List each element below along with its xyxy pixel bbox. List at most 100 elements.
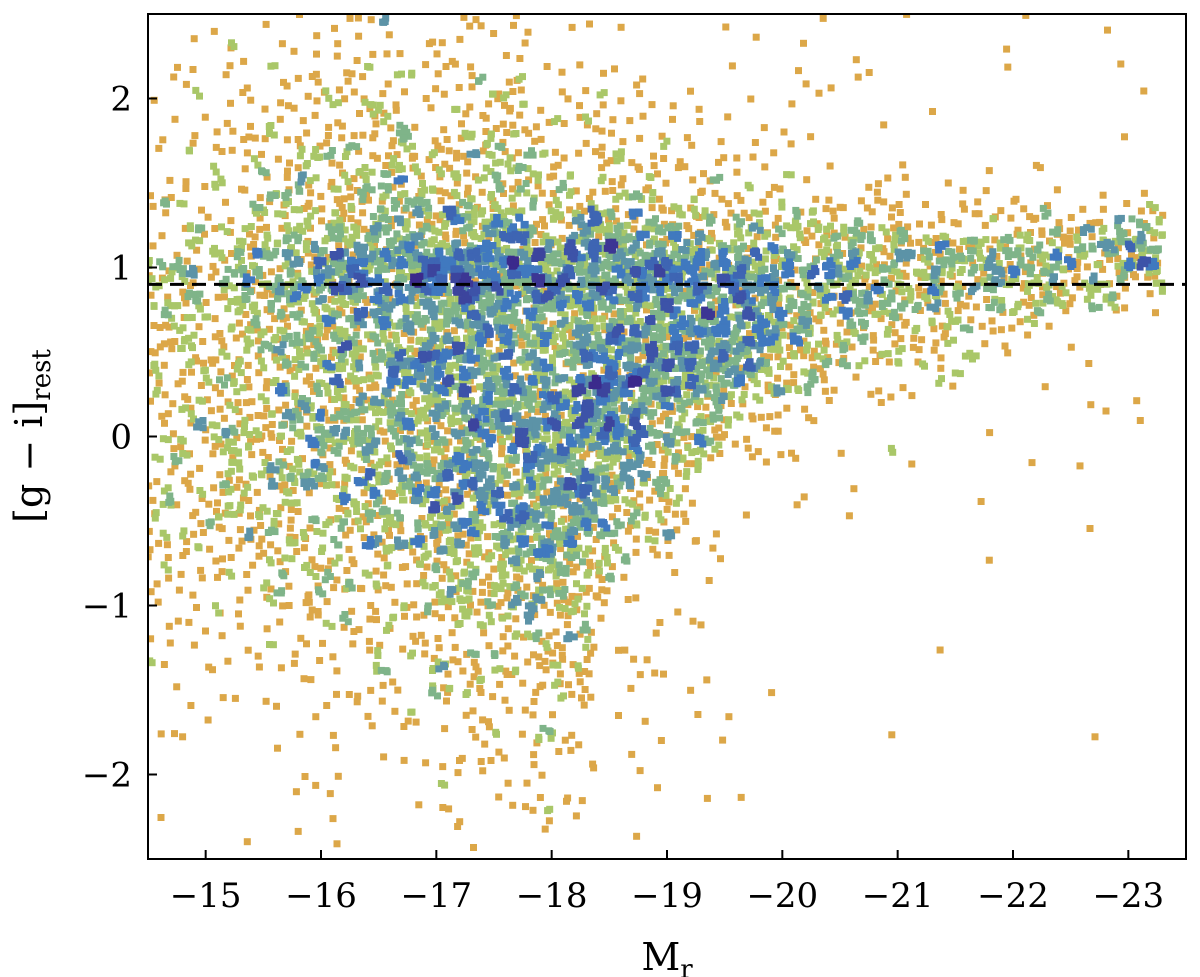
density-point (599, 262, 607, 270)
density-point (360, 225, 368, 233)
density-point (604, 344, 611, 352)
density-point (532, 688, 540, 696)
density-point (340, 437, 348, 445)
density-point (213, 128, 221, 136)
density-point (724, 421, 732, 429)
density-point (590, 311, 598, 319)
density-point (305, 598, 313, 606)
density-point (320, 430, 328, 438)
density-point (895, 201, 903, 208)
density-point (237, 501, 245, 509)
density-point (520, 633, 527, 641)
density-point (326, 790, 334, 798)
density-point (598, 143, 606, 151)
density-point (600, 322, 608, 330)
density-point (745, 245, 752, 252)
density-point (505, 433, 513, 441)
density-point (507, 167, 515, 175)
density-point (660, 142, 668, 150)
density-point (176, 326, 184, 334)
density-point (327, 151, 335, 159)
density-point (1095, 303, 1103, 311)
density-point (616, 434, 624, 442)
density-point (148, 553, 152, 561)
density-point (568, 461, 576, 469)
density-point (800, 368, 808, 376)
density-point (148, 546, 154, 554)
density-point (278, 421, 286, 429)
density-point (651, 537, 659, 545)
density-point (608, 178, 616, 186)
density-point (401, 124, 409, 132)
density-point (523, 333, 531, 341)
density-point (463, 650, 471, 658)
density-point (1041, 251, 1049, 259)
density-point (535, 171, 542, 179)
density-point (1068, 294, 1076, 302)
density-point (303, 422, 311, 430)
density-point (342, 401, 350, 409)
density-point (821, 304, 829, 312)
density-point (674, 164, 682, 172)
density-point (774, 353, 782, 361)
density-point (561, 736, 569, 744)
density-point (499, 120, 507, 128)
density-point (1024, 287, 1031, 295)
density-point (462, 541, 470, 549)
density-point (594, 593, 602, 601)
density-point (413, 168, 421, 176)
density-point (372, 567, 380, 575)
density-point (794, 385, 802, 393)
density-point (944, 339, 952, 347)
density-point (358, 345, 366, 353)
density-point (438, 598, 446, 606)
density-point (233, 365, 241, 373)
density-point (510, 359, 518, 367)
density-point (535, 494, 543, 502)
density-point (233, 434, 241, 442)
density-point (409, 632, 417, 640)
density-point (372, 409, 379, 417)
density-point (366, 615, 374, 623)
density-point (687, 686, 695, 694)
density-point (804, 293, 812, 301)
density-point (568, 592, 576, 600)
density-point (659, 206, 667, 214)
density-point (212, 143, 220, 151)
density-point (534, 176, 542, 184)
density-point (201, 230, 208, 238)
density-point (268, 433, 276, 441)
density-point (200, 359, 207, 367)
density-point (670, 353, 678, 360)
density-point (177, 435, 185, 443)
density-point (326, 573, 334, 580)
density-point (148, 657, 154, 665)
density-point (790, 379, 798, 387)
density-point (1086, 219, 1094, 227)
density-point (1061, 239, 1068, 247)
density-point (675, 204, 683, 212)
density-point (324, 474, 332, 482)
density-point (335, 242, 343, 250)
density-point (325, 123, 333, 131)
density-point (658, 495, 666, 502)
density-point (692, 448, 700, 455)
density-point (541, 371, 549, 379)
density-point (431, 475, 439, 483)
density-point (533, 502, 540, 510)
density-point (1022, 14, 1030, 19)
density-point (1038, 230, 1046, 238)
density-point (564, 95, 572, 103)
density-point (943, 323, 951, 331)
density-point (825, 308, 833, 315)
density-point (198, 574, 206, 582)
density-point (314, 608, 322, 615)
density-point (205, 663, 213, 671)
density-point (1159, 211, 1167, 219)
density-point (660, 155, 668, 162)
density-point (168, 345, 176, 353)
density-point (924, 299, 932, 307)
density-point (819, 370, 827, 378)
density-point (211, 180, 219, 188)
density-point (225, 282, 233, 290)
